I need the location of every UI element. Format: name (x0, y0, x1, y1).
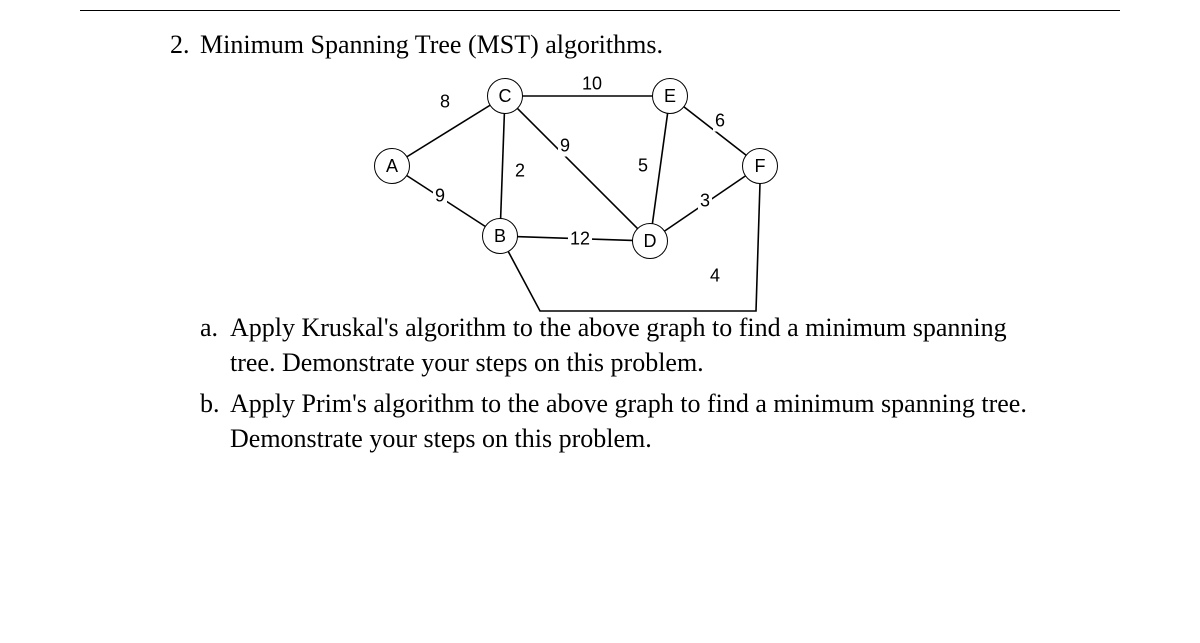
top-rule (80, 10, 1120, 11)
edge-weight-A-B: 9 (433, 186, 447, 207)
problem-page: 2. Minimum Spanning Tree (MST) algorithm… (0, 0, 1200, 643)
edge-weight-D-E: 5 (636, 156, 650, 177)
edge-D-E (650, 96, 670, 241)
node-E: E (652, 78, 688, 114)
edge-weight-D-F: 3 (698, 191, 712, 212)
subquestion-b-letter: b. (200, 386, 230, 456)
question-title: Minimum Spanning Tree (MST) algorithms. (200, 30, 663, 59)
edge-weight-B-C: 2 (513, 161, 527, 182)
subquestion-b-text: Apply Prim's algorithm to the above grap… (230, 386, 1050, 456)
edge-weight-B-F: 4 (708, 266, 722, 287)
question-title-line: 2. Minimum Spanning Tree (MST) algorithm… (170, 30, 1050, 60)
edge-B-C (500, 96, 505, 236)
subquestion-b: b. Apply Prim's algorithm to the above g… (200, 386, 1050, 456)
question-number: 2. (170, 30, 190, 59)
node-A: A (374, 148, 410, 184)
node-F: F (742, 148, 778, 184)
subquestion-a-letter: a. (200, 310, 230, 380)
edge-weight-E-F: 6 (713, 111, 727, 132)
edge-B-F (500, 183, 760, 311)
edge-weight-C-D: 9 (558, 136, 572, 157)
node-B: B (482, 218, 518, 254)
edge-weight-B-D: 12 (568, 229, 592, 250)
edge-weight-A-C: 8 (438, 92, 452, 113)
node-C: C (487, 78, 523, 114)
node-D: D (632, 223, 668, 259)
edge-weight-C-E: 10 (580, 74, 604, 95)
graph-diagram: A B C D E F 8 9 2 9 10 12 5 6 3 4 (370, 66, 810, 326)
subquestions: a. Apply Kruskal's algorithm to the abov… (200, 310, 1050, 456)
